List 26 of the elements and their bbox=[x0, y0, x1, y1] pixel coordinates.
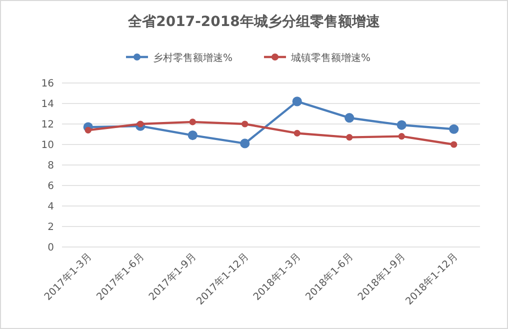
y-tick-label: 0 bbox=[48, 242, 54, 254]
point bbox=[84, 126, 92, 134]
y-tick-label: 4 bbox=[48, 202, 54, 212]
point bbox=[292, 96, 302, 106]
point bbox=[344, 113, 354, 123]
y-tick-label: 8 bbox=[48, 160, 54, 172]
chart-title: 全省2017-2018年城乡分组零售额增速 bbox=[127, 13, 381, 30]
point bbox=[294, 130, 300, 137]
y-tick-label: 2 bbox=[48, 222, 54, 233]
y-tick-label: 10 bbox=[41, 140, 54, 151]
point bbox=[188, 130, 198, 140]
point bbox=[450, 141, 458, 148]
point bbox=[137, 120, 144, 128]
y-tick-label: 6 bbox=[48, 181, 54, 192]
y-tick-label: 16 bbox=[41, 78, 54, 90]
point bbox=[240, 138, 250, 148]
point bbox=[396, 120, 406, 130]
legend-label: 城镇零售额增速% bbox=[290, 52, 371, 64]
point bbox=[242, 120, 248, 128]
legend-label: 乡村零售额增速% bbox=[153, 52, 233, 64]
y-tick-label: 12 bbox=[41, 120, 54, 130]
point bbox=[346, 134, 353, 141]
point bbox=[189, 118, 196, 126]
point bbox=[398, 133, 405, 140]
point bbox=[449, 124, 459, 134]
y-tick-label: 14 bbox=[41, 99, 54, 110]
